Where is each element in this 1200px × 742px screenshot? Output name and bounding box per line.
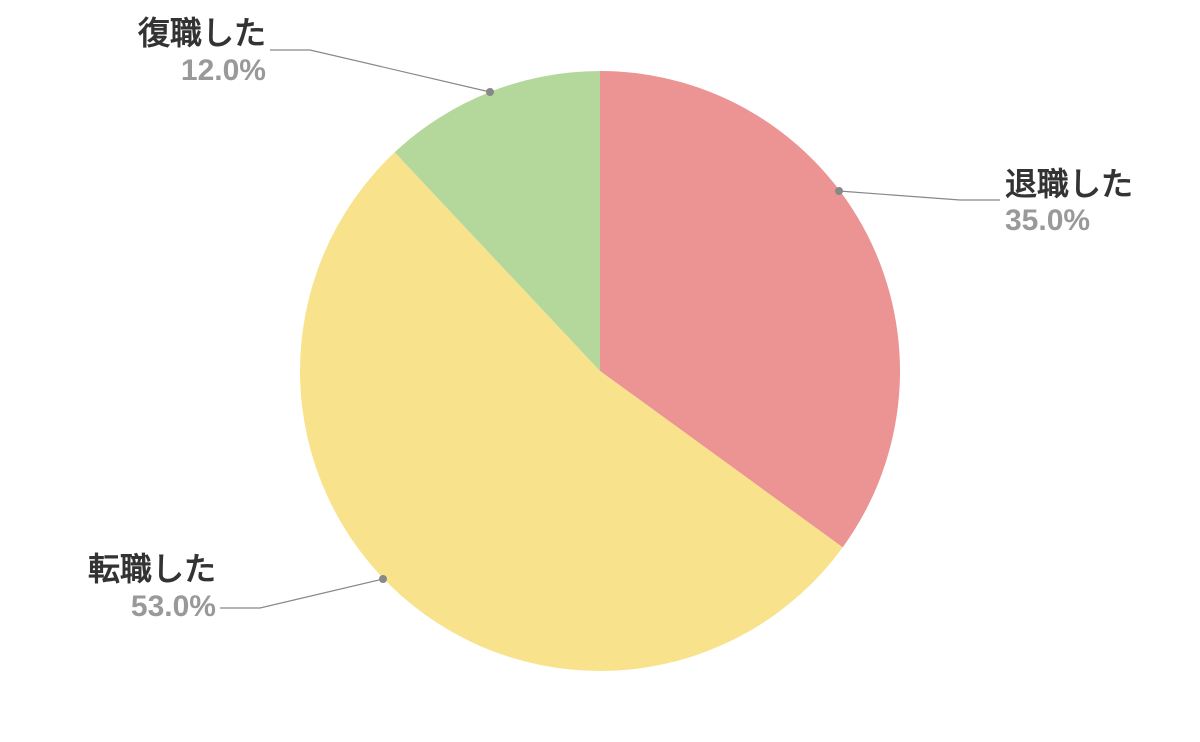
leader-line-reinstated [270,50,490,92]
pie-chart: 退職した35.0% 転職した53.0% 復職した12.0% [0,0,1200,742]
leader-dot-changed-jobs [379,575,387,583]
slice-label-changed-jobs: 転職した [88,551,216,587]
slice-percent-retired: 35.0% [1005,204,1090,237]
slice-label-reinstated: 復職した [137,15,266,51]
leader-dot-retired [835,187,843,195]
leader-dot-reinstated [486,88,494,96]
slice-percent-changed-jobs: 53.0% [131,590,216,623]
leader-line-retired [839,191,1000,200]
slice-percent-reinstated: 12.0% [181,54,266,87]
leader-line-changed-jobs [220,579,383,608]
slice-label-retired: 退職した [1005,166,1133,202]
